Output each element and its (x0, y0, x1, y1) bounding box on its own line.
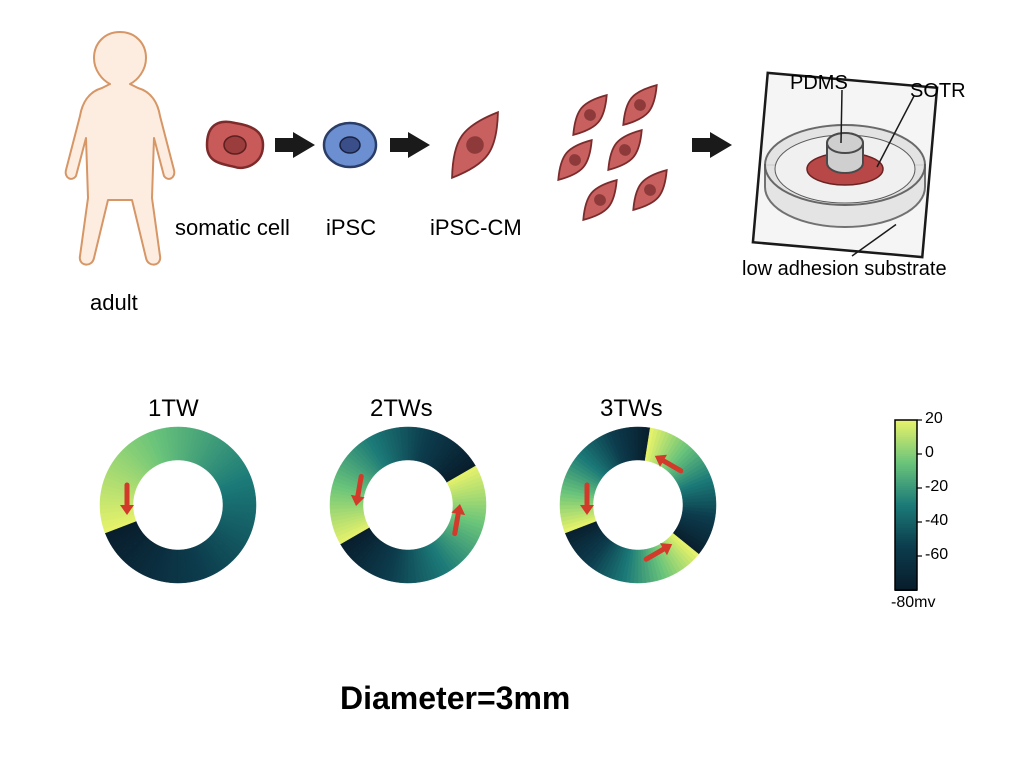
ring-label: 2TWs (370, 395, 433, 423)
ipsc-label: iPSC (326, 215, 376, 241)
wave-arrow-icon (455, 514, 458, 534)
colorbar (895, 420, 922, 591)
ring-chart (100, 427, 256, 583)
diameter-label: Diameter=3mm (340, 680, 570, 717)
sotr-label: SOTR (910, 80, 966, 103)
ipsc-cm-label: iPSC-CM (430, 215, 522, 241)
ring-chart (560, 427, 716, 583)
somatic-cell-label: somatic cell (175, 215, 290, 241)
adult-label: adult (90, 290, 138, 316)
ring-chart (330, 427, 486, 583)
arrow-icon (275, 132, 315, 158)
arrow-icon (692, 132, 732, 158)
ipsc-cm-group (439, 78, 675, 227)
human-figure (66, 32, 175, 265)
somatic-cell-icon (207, 122, 263, 168)
arrow-icon (390, 132, 430, 158)
colorbar-tick-label: -40 (925, 512, 948, 530)
ring-label: 1TW (148, 395, 199, 423)
substrate-label: low adhesion substrate (742, 258, 947, 281)
pdms-label: PDMS (790, 72, 848, 95)
colorbar-tick-label: 0 (925, 444, 934, 462)
colorbar-bottom-label: -80mv (891, 594, 935, 612)
colorbar-tick-label: -20 (925, 478, 948, 496)
colorbar-tick-label: -60 (925, 546, 948, 564)
ipsc-icon (324, 123, 376, 167)
wave-arrow-icon (358, 476, 361, 496)
ring-label: 3TWs (600, 395, 663, 423)
colorbar-tick-label: 20 (925, 410, 943, 428)
